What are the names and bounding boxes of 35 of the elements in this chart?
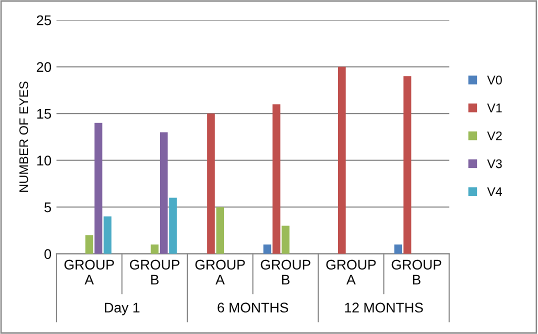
- bar: [207, 114, 215, 254]
- y-tick-label: 25: [36, 15, 52, 26]
- x-tick-label: GROUP A: [195, 260, 245, 284]
- y-tick-label: 5: [44, 202, 52, 212]
- legend-label: V0: [487, 76, 502, 84]
- legend-label: V3: [487, 159, 502, 168]
- legend-label: V4: [487, 187, 502, 196]
- text: Day 1: [104, 302, 140, 316]
- x-tick-label: GROUP B: [260, 260, 310, 284]
- legend-label: V1: [487, 104, 502, 112]
- bar: [403, 76, 412, 254]
- y-tick-label: 0: [44, 249, 52, 260]
- y-tick-label: 15: [37, 109, 52, 119]
- bar: [160, 132, 168, 254]
- bar: [216, 207, 224, 254]
- y-tick-label: 10: [37, 156, 52, 166]
- x-tick-label: GROUP A: [64, 260, 114, 284]
- y-axis-title: NUMBER OF EYES: [19, 82, 28, 192]
- x-tick-label: GROUP A: [326, 260, 376, 284]
- legend-label: V2: [487, 131, 502, 140]
- bar: [169, 198, 177, 254]
- bar: [104, 216, 112, 254]
- bar: [85, 235, 94, 254]
- text: 6 MONTHS: [218, 302, 288, 313]
- x-tick-label: GROUP B: [392, 260, 442, 284]
- bar: [94, 122, 102, 254]
- bar: [263, 244, 272, 254]
- bar: [282, 226, 290, 254]
- bar: [394, 244, 402, 254]
- bar: [150, 244, 159, 254]
- x-tick-label: GROUP B: [130, 260, 180, 284]
- text: 12 MONTHS: [345, 302, 423, 313]
- bar: [338, 66, 346, 254]
- bar: [272, 104, 280, 254]
- y-tick-label: 20: [36, 62, 52, 72]
